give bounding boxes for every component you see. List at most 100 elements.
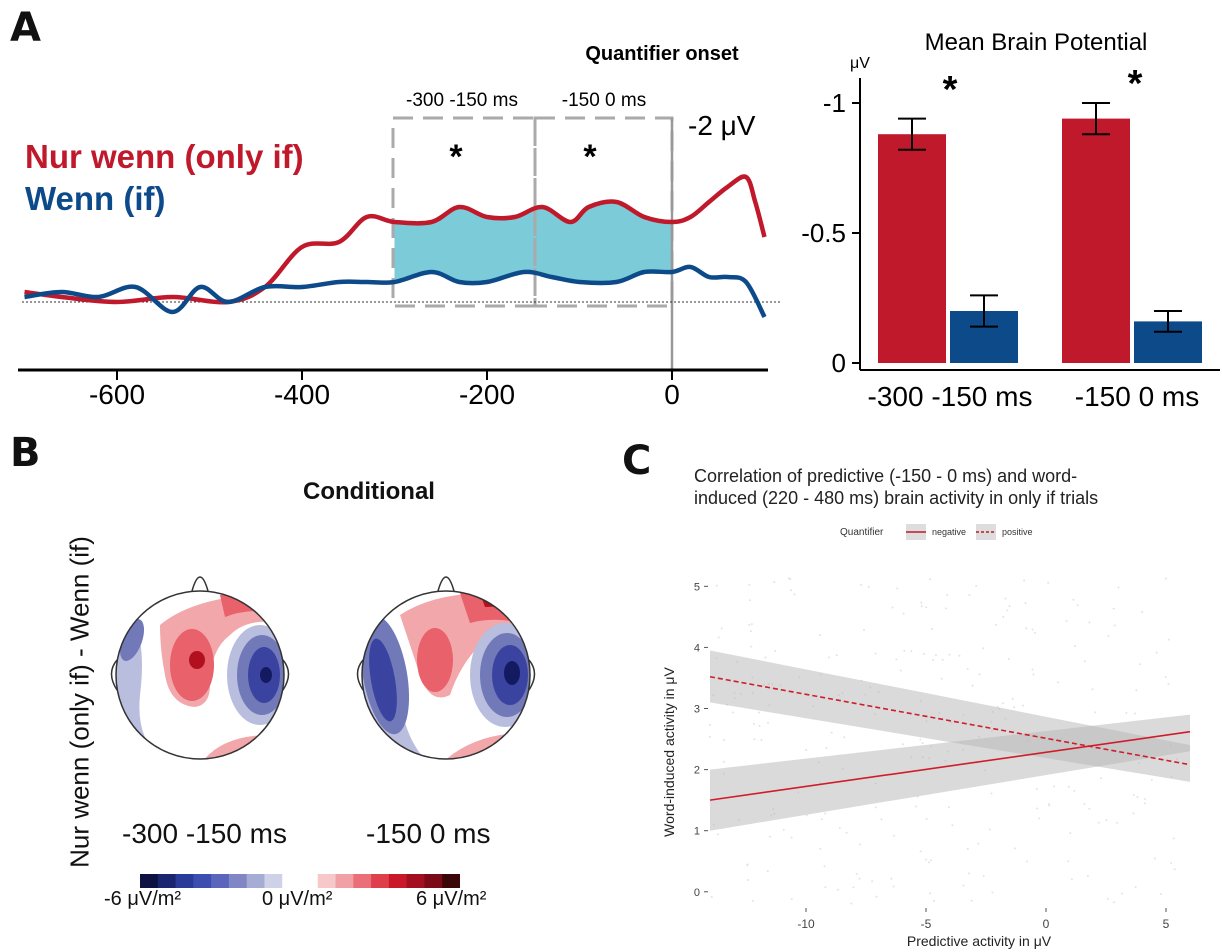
scatter-point [1056, 681, 1059, 684]
bar-y-tick-label: -0.5 [801, 218, 846, 248]
scatter-point [850, 902, 853, 905]
scatter-point [1007, 657, 1010, 660]
erp-line-if [24, 264, 767, 319]
scatter-point [874, 652, 877, 655]
scatter-point [925, 606, 928, 609]
scatter-point [1091, 688, 1094, 691]
bar-only-if-1 [878, 134, 946, 363]
scatter-point [1112, 901, 1115, 904]
colorbar-segment [264, 874, 283, 888]
scatter-point [749, 630, 752, 633]
topo-ylabel: Nur wenn (only if) - Wenn (if) [64, 536, 95, 868]
scatter-point [921, 742, 924, 745]
scatter-point [929, 578, 932, 581]
scatter-point [1002, 615, 1005, 618]
scatter-point [1099, 777, 1102, 780]
scatter-point [1172, 837, 1175, 840]
colorbar-segment [371, 874, 390, 888]
colorbar-segment [157, 874, 177, 888]
erp-title: Quantifier onset [585, 43, 739, 65]
scatter-point [1143, 802, 1146, 805]
scatter-point [871, 880, 874, 883]
scatter-point [971, 684, 974, 687]
scatter-point [930, 859, 933, 862]
scatter-point [715, 584, 718, 587]
bar-sig-1: * [943, 69, 958, 111]
scatter-point [1116, 821, 1119, 824]
scatter-point [919, 738, 922, 741]
bar-chart: Mean Brain Potential μV -1 -0.5 0 * * -300… [801, 29, 1220, 412]
window-box-1 [391, 116, 537, 308]
cbar-left-label: -6 μV/m² [104, 888, 182, 910]
colorbar-segment [335, 874, 354, 888]
scatter-point [966, 667, 969, 670]
scatter-point [914, 805, 917, 808]
scatter-point [769, 835, 772, 838]
scatter-point [1106, 897, 1109, 900]
erp-scale-label: -2 μV [688, 110, 756, 141]
scatter-point [899, 669, 902, 672]
scatter-point [1159, 893, 1162, 896]
scatter-point [717, 833, 720, 836]
scatter-point [782, 828, 785, 831]
scatter-point [966, 847, 969, 850]
scatter-point [1094, 711, 1097, 714]
scatter-point [1038, 817, 1041, 820]
scatter-point [1001, 702, 1004, 705]
scatter-point [1135, 689, 1138, 692]
topo-colorbar [140, 874, 460, 888]
scatter-point [1164, 577, 1167, 580]
scatter-point [941, 658, 944, 661]
scatter-point [958, 654, 961, 657]
scatter-point [1069, 832, 1072, 835]
scatter-point [988, 828, 991, 831]
scatter-point [1139, 663, 1142, 666]
scatter-point [1167, 682, 1170, 685]
scatter-point [757, 711, 760, 714]
scatter-point [948, 653, 951, 656]
corr-x-tick-label: 0 [1043, 917, 1050, 931]
scatter-point [750, 645, 753, 648]
scatter-point [1070, 878, 1073, 881]
colorbar-segment [424, 874, 443, 888]
scatter-point [1025, 860, 1028, 863]
scatter-point [920, 605, 923, 608]
scatter-point [823, 865, 826, 868]
scatter-point [1036, 807, 1039, 810]
scatter-point [860, 584, 863, 587]
scatter-point [720, 627, 723, 630]
scatter-point [748, 623, 751, 626]
scatter-point [933, 899, 936, 902]
corr-legend-negative: negative [932, 527, 966, 537]
scatter-point [1076, 604, 1079, 607]
scatter-point [1113, 624, 1116, 627]
scatter-point [858, 877, 861, 880]
scatter-point [764, 656, 767, 659]
bar-cat-2: -150 0 ms [1075, 381, 1200, 412]
scatter-point [895, 658, 898, 661]
scatter-point [1023, 579, 1026, 582]
scatter-point [1155, 651, 1158, 654]
scatter-point [929, 892, 932, 895]
scatter-point [805, 749, 808, 752]
scatter-point [1033, 631, 1036, 634]
scatter-point [1097, 821, 1100, 824]
scatter-point [919, 850, 922, 853]
scatter-point [896, 587, 899, 590]
scatter-point [890, 877, 893, 880]
scatter-point [1125, 712, 1128, 715]
scatter-point [1031, 668, 1034, 671]
bar-title: Mean Brain Potential [925, 29, 1148, 56]
scatter-point [1141, 611, 1144, 614]
scatter-point [731, 711, 734, 714]
scatter-point [1067, 785, 1070, 788]
corr-y-tick-label: 3 [694, 704, 700, 716]
scatter-point [863, 628, 866, 631]
erp-x-tick-label: 0 [664, 379, 680, 410]
corr-y-tick-label: 0 [694, 887, 700, 899]
regression-line-positive [709, 675, 1191, 766]
scatter-point [819, 847, 822, 850]
scatter-point [824, 886, 827, 889]
bar-sig-2: * [1128, 63, 1143, 105]
scatter-point [1083, 802, 1086, 805]
